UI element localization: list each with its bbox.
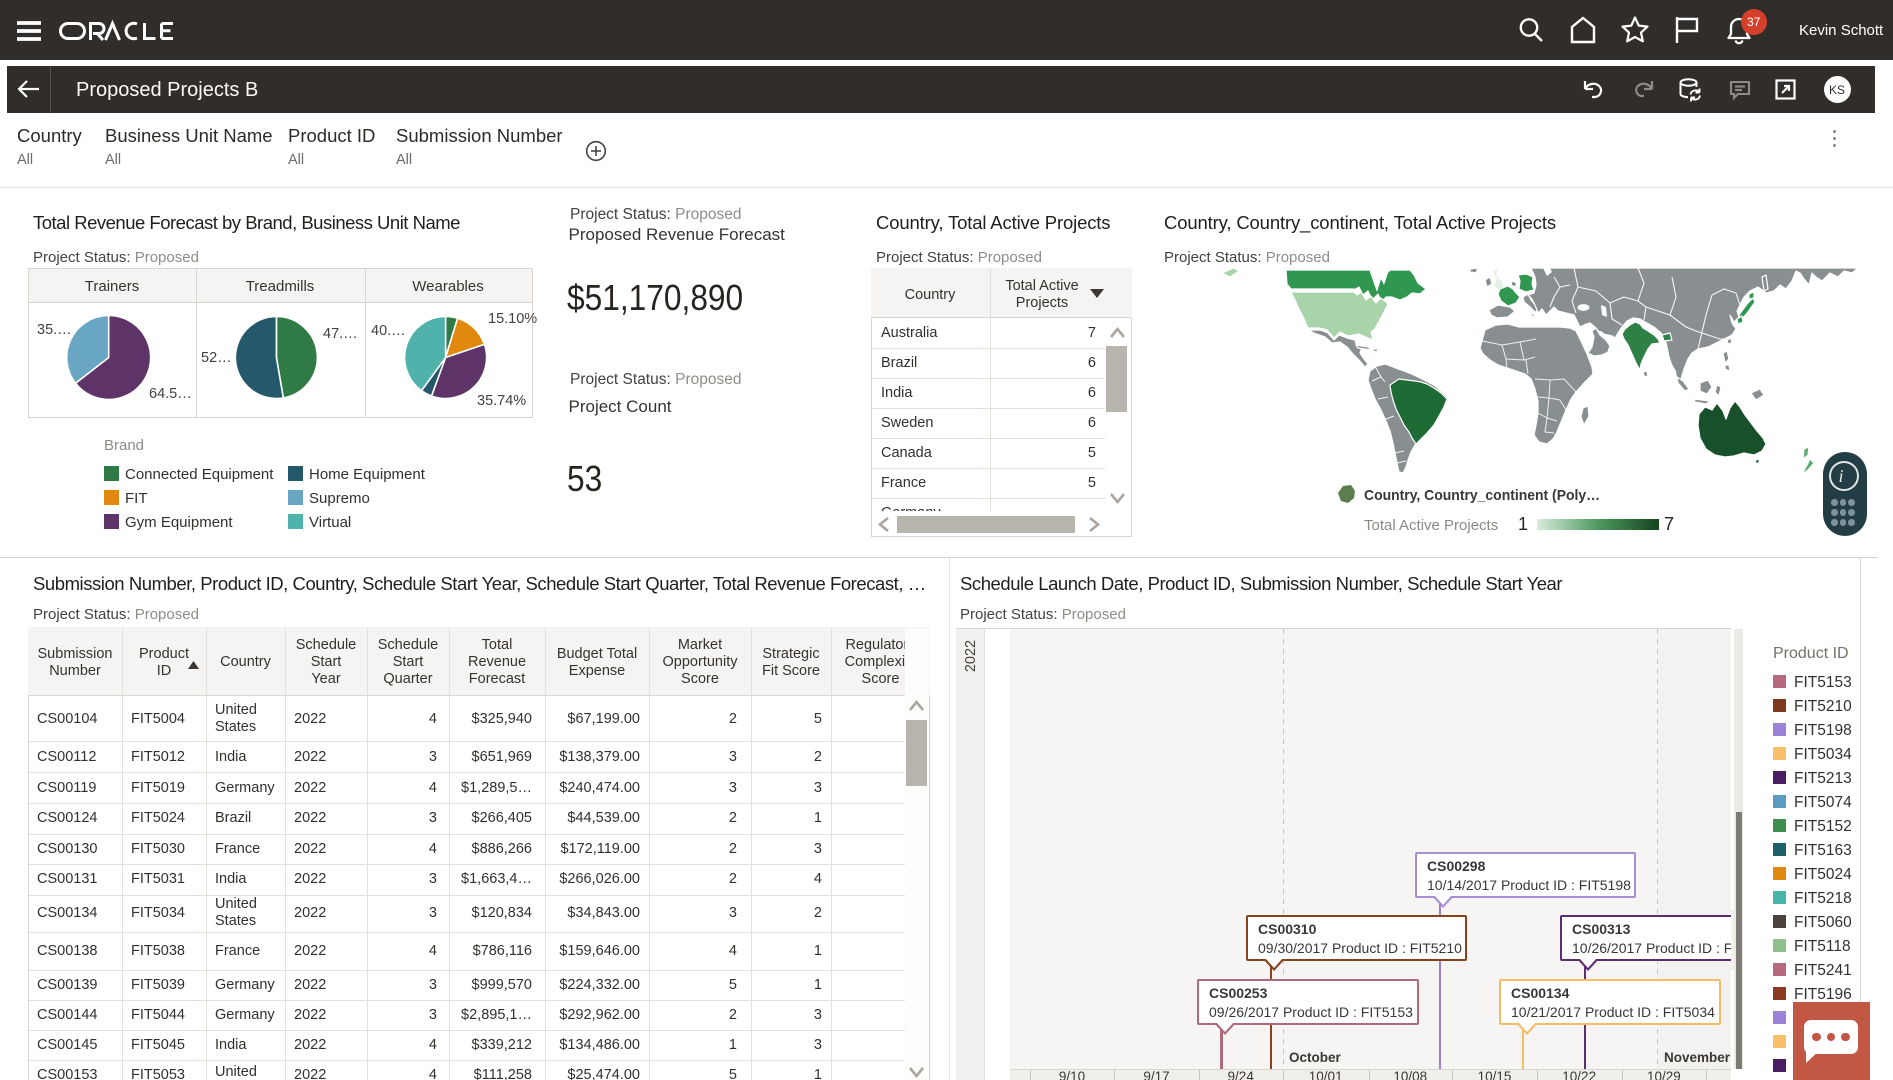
svg-text:15.10%: 15.10% xyxy=(488,311,537,327)
svg-text:47.…: 47.… xyxy=(323,326,358,342)
svg-text:40.…: 40.… xyxy=(371,323,406,339)
svg-text:35.…: 35.… xyxy=(37,322,72,338)
svg-text:35.74%: 35.74% xyxy=(477,393,526,409)
svg-text:64.5…: 64.5… xyxy=(149,386,192,402)
svg-text:52…: 52… xyxy=(201,350,232,366)
